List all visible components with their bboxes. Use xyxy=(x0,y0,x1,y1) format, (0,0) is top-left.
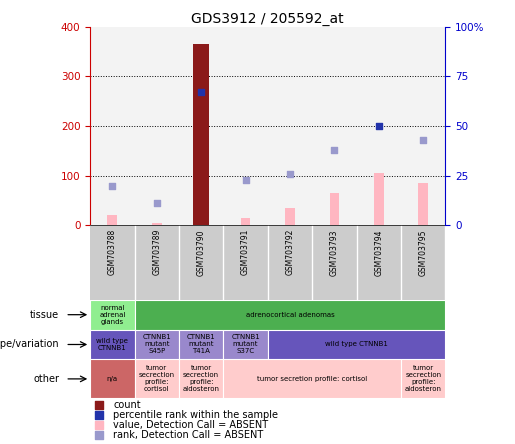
Text: wild type CTNNB1: wild type CTNNB1 xyxy=(325,341,388,348)
Bar xyxy=(418,183,428,225)
Bar xyxy=(90,359,134,398)
Point xyxy=(95,432,103,439)
Bar xyxy=(194,44,209,225)
Bar xyxy=(224,329,268,359)
Text: other: other xyxy=(33,374,59,384)
Text: tumor
secrection
profile:
aldosteron: tumor secrection profile: aldosteron xyxy=(183,365,220,392)
Text: GSM703795: GSM703795 xyxy=(419,229,428,276)
Bar xyxy=(268,329,445,359)
Bar xyxy=(224,359,401,398)
Bar xyxy=(90,27,134,225)
Bar xyxy=(134,27,179,225)
Text: value, Detection Call = ABSENT: value, Detection Call = ABSENT xyxy=(113,420,268,430)
Bar xyxy=(224,27,268,225)
Text: CTNNB1
mutant
T41A: CTNNB1 mutant T41A xyxy=(187,334,216,354)
Point xyxy=(108,182,116,189)
Bar xyxy=(224,225,268,300)
Bar xyxy=(134,329,179,359)
Bar xyxy=(90,300,134,329)
Text: GSM703794: GSM703794 xyxy=(374,229,383,276)
Title: GDS3912 / 205592_at: GDS3912 / 205592_at xyxy=(192,12,344,26)
Bar xyxy=(268,225,312,300)
Text: GSM703790: GSM703790 xyxy=(197,229,205,276)
Bar xyxy=(179,359,224,398)
Text: adrenocortical adenomas: adrenocortical adenomas xyxy=(246,312,334,318)
Text: tumor
secrection
profile:
cortisol: tumor secrection profile: cortisol xyxy=(139,365,175,392)
Bar xyxy=(285,208,295,225)
Text: tumor
secrection
profile:
aldosteron: tumor secrection profile: aldosteron xyxy=(405,365,442,392)
Bar xyxy=(134,225,179,300)
Text: n/a: n/a xyxy=(107,376,118,382)
Bar xyxy=(179,27,224,225)
Text: tissue: tissue xyxy=(30,310,59,320)
Bar xyxy=(356,27,401,225)
Text: GSM703792: GSM703792 xyxy=(285,229,295,275)
Text: CTNNB1
mutant
S37C: CTNNB1 mutant S37C xyxy=(231,334,260,354)
Point xyxy=(286,170,294,177)
Text: normal
adrenal
glands: normal adrenal glands xyxy=(99,305,126,325)
Bar xyxy=(241,218,250,225)
Point xyxy=(95,401,103,408)
Bar xyxy=(374,173,384,225)
Bar xyxy=(401,359,445,398)
Bar xyxy=(356,225,401,300)
Text: CTNNB1
mutant
S45P: CTNNB1 mutant S45P xyxy=(142,334,171,354)
Point xyxy=(419,136,427,143)
Text: GSM703793: GSM703793 xyxy=(330,229,339,276)
Bar xyxy=(401,27,445,225)
Bar xyxy=(134,359,179,398)
Bar xyxy=(90,225,134,300)
Bar xyxy=(268,27,312,225)
Point xyxy=(330,146,338,153)
Text: GSM703791: GSM703791 xyxy=(241,229,250,275)
Bar xyxy=(152,223,162,225)
Text: wild type
CTNNB1: wild type CTNNB1 xyxy=(96,338,128,351)
Text: genotype/variation: genotype/variation xyxy=(0,340,59,349)
Bar xyxy=(90,329,134,359)
Text: rank, Detection Call = ABSENT: rank, Detection Call = ABSENT xyxy=(113,430,264,440)
Text: GSM703788: GSM703788 xyxy=(108,229,117,275)
Bar xyxy=(108,215,117,225)
Point xyxy=(197,89,205,96)
Text: count: count xyxy=(113,400,141,409)
Point xyxy=(95,411,103,418)
Point xyxy=(375,123,383,130)
Point xyxy=(152,200,161,207)
Bar xyxy=(134,300,445,329)
Point xyxy=(242,176,250,183)
Bar xyxy=(179,225,224,300)
Bar xyxy=(312,225,356,300)
Point xyxy=(95,422,103,429)
Bar xyxy=(312,27,356,225)
Text: percentile rank within the sample: percentile rank within the sample xyxy=(113,410,278,420)
Text: tumor secretion profile: cortisol: tumor secretion profile: cortisol xyxy=(257,376,367,382)
Bar xyxy=(401,225,445,300)
Bar xyxy=(179,329,224,359)
Text: GSM703789: GSM703789 xyxy=(152,229,161,275)
Bar xyxy=(330,193,339,225)
